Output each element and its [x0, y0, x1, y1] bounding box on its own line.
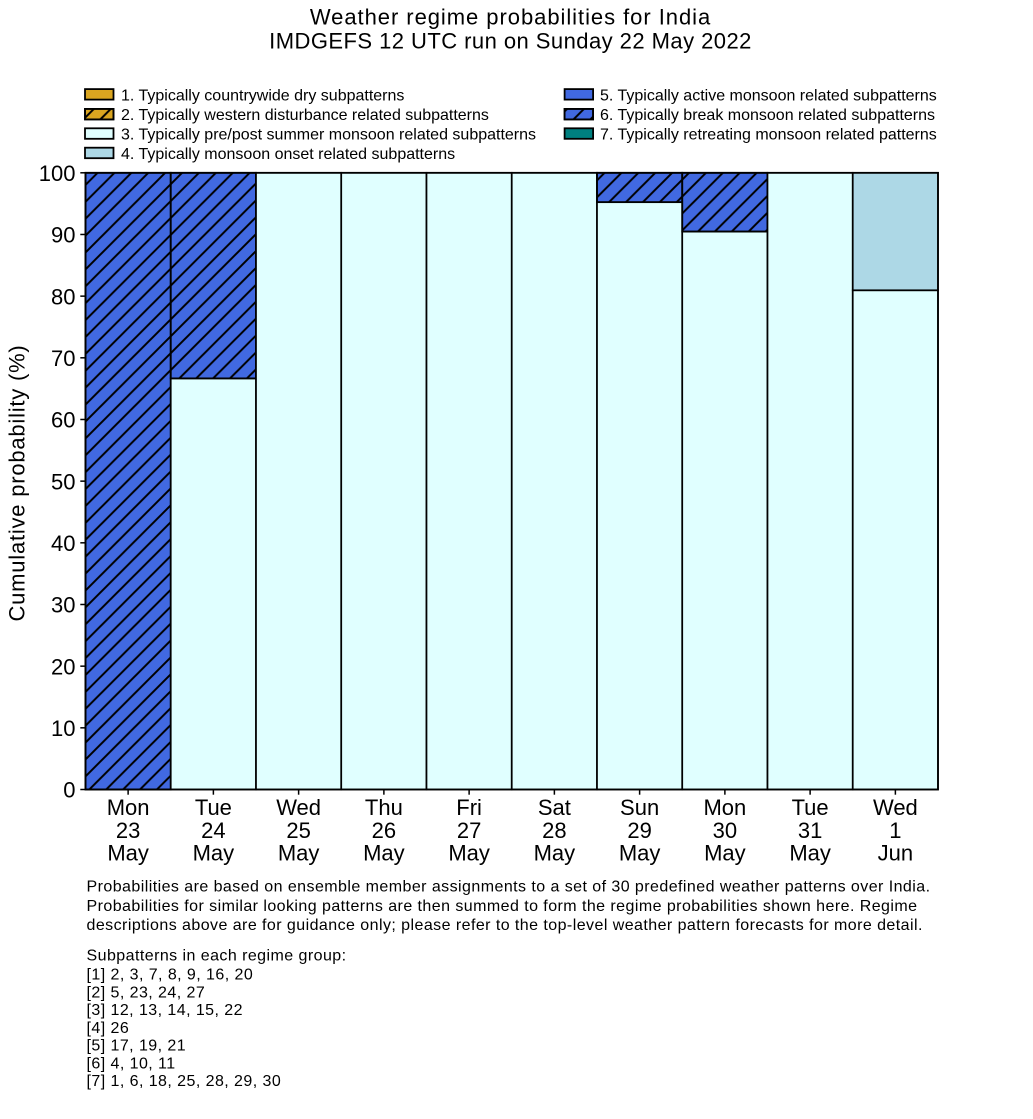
svg-text:May: May	[448, 841, 490, 866]
svg-text:[6] 4, 10, 11: [6] 4, 10, 11	[87, 1055, 176, 1072]
svg-text:Probabilities are based on ens: Probabilities are based on ensemble memb…	[87, 879, 931, 896]
svg-text:6. Typically break monsoon rel: 6. Typically break monsoon related subpa…	[600, 107, 935, 124]
svg-text:70: 70	[51, 346, 75, 371]
svg-text:May: May	[107, 841, 149, 866]
svg-text:25: 25	[286, 818, 310, 843]
svg-text:IMDGEFS 12 UTC run on Sunday 2: IMDGEFS 12 UTC run on Sunday 22 May 2022	[269, 29, 752, 54]
svg-text:30: 30	[713, 818, 737, 843]
svg-text:Weather regime probabilities f: Weather regime probabilities for India	[310, 5, 711, 30]
svg-text:[2] 5, 23, 24, 27: [2] 5, 23, 24, 27	[87, 984, 206, 1001]
svg-text:May: May	[363, 841, 405, 866]
svg-text:Tue: Tue	[792, 795, 829, 820]
svg-text:24: 24	[201, 818, 225, 843]
svg-text:Mon: Mon	[703, 795, 746, 820]
svg-text:23: 23	[116, 818, 140, 843]
svg-text:descriptions above are for gui: descriptions above are for guidance only…	[87, 917, 923, 934]
svg-text:[5] 17, 19, 21: [5] 17, 19, 21	[87, 1038, 187, 1055]
svg-text:5. Typically active monsoon re: 5. Typically active monsoon related subp…	[600, 87, 937, 104]
svg-text:Subpatterns in each regime gro: Subpatterns in each regime group:	[87, 948, 347, 965]
svg-text:31: 31	[798, 818, 822, 843]
svg-text:7. Typically retreating monsoo: 7. Typically retreating monsoon related …	[600, 127, 937, 144]
svg-text:1: 1	[889, 818, 901, 843]
svg-text:100: 100	[39, 161, 76, 186]
svg-text:Jun: Jun	[878, 841, 913, 866]
svg-text:2. Typically western disturban: 2. Typically western disturbance related…	[121, 107, 489, 124]
svg-text:Wed: Wed	[873, 795, 918, 820]
svg-text:0: 0	[63, 778, 75, 803]
svg-text:Mon: Mon	[107, 795, 150, 820]
svg-text:May: May	[534, 841, 576, 866]
svg-text:Thu: Thu	[365, 795, 403, 820]
svg-text:4. Typically monsoon onset rel: 4. Typically monsoon onset related subpa…	[121, 146, 455, 163]
svg-text:90: 90	[51, 223, 75, 248]
svg-text:50: 50	[51, 469, 75, 494]
svg-text:10: 10	[51, 716, 75, 741]
svg-text:1. Typically countrywide dry s: 1. Typically countrywide dry subpatterns	[121, 87, 404, 104]
svg-text:[1] 2, 3, 7, 8, 9, 16, 20: [1] 2, 3, 7, 8, 9, 16, 20	[87, 967, 254, 984]
svg-text:20: 20	[51, 654, 75, 679]
svg-text:3. Typically pre/post summer m: 3. Typically pre/post summer monsoon rel…	[121, 127, 536, 144]
svg-text:80: 80	[51, 284, 75, 309]
svg-text:May: May	[193, 841, 235, 866]
svg-text:May: May	[619, 841, 661, 866]
svg-text:29: 29	[627, 818, 651, 843]
svg-text:30: 30	[51, 593, 75, 618]
svg-text:28: 28	[542, 818, 566, 843]
svg-text:Wed: Wed	[276, 795, 321, 820]
svg-text:May: May	[278, 841, 320, 866]
svg-text:Sun: Sun	[620, 795, 659, 820]
svg-text:[3] 12, 13, 14, 15, 22: [3] 12, 13, 14, 15, 22	[87, 1002, 243, 1019]
svg-text:26: 26	[372, 818, 396, 843]
svg-text:Sat: Sat	[538, 795, 571, 820]
svg-text:27: 27	[457, 818, 481, 843]
svg-text:40: 40	[51, 531, 75, 556]
svg-text:Tue: Tue	[195, 795, 232, 820]
svg-text:Fri: Fri	[456, 795, 482, 820]
svg-text:Probabilities for similar look: Probabilities for similar looking patter…	[87, 898, 918, 915]
svg-text:May: May	[789, 841, 831, 866]
svg-text:60: 60	[51, 408, 75, 433]
svg-text:May: May	[704, 841, 746, 866]
svg-text:[4] 26: [4] 26	[87, 1020, 130, 1037]
svg-text:[7] 1, 6, 18, 25, 28, 29, 30: [7] 1, 6, 18, 25, 28, 29, 30	[87, 1073, 282, 1090]
svg-text:Cumulative probability (%): Cumulative probability (%)	[5, 344, 30, 621]
